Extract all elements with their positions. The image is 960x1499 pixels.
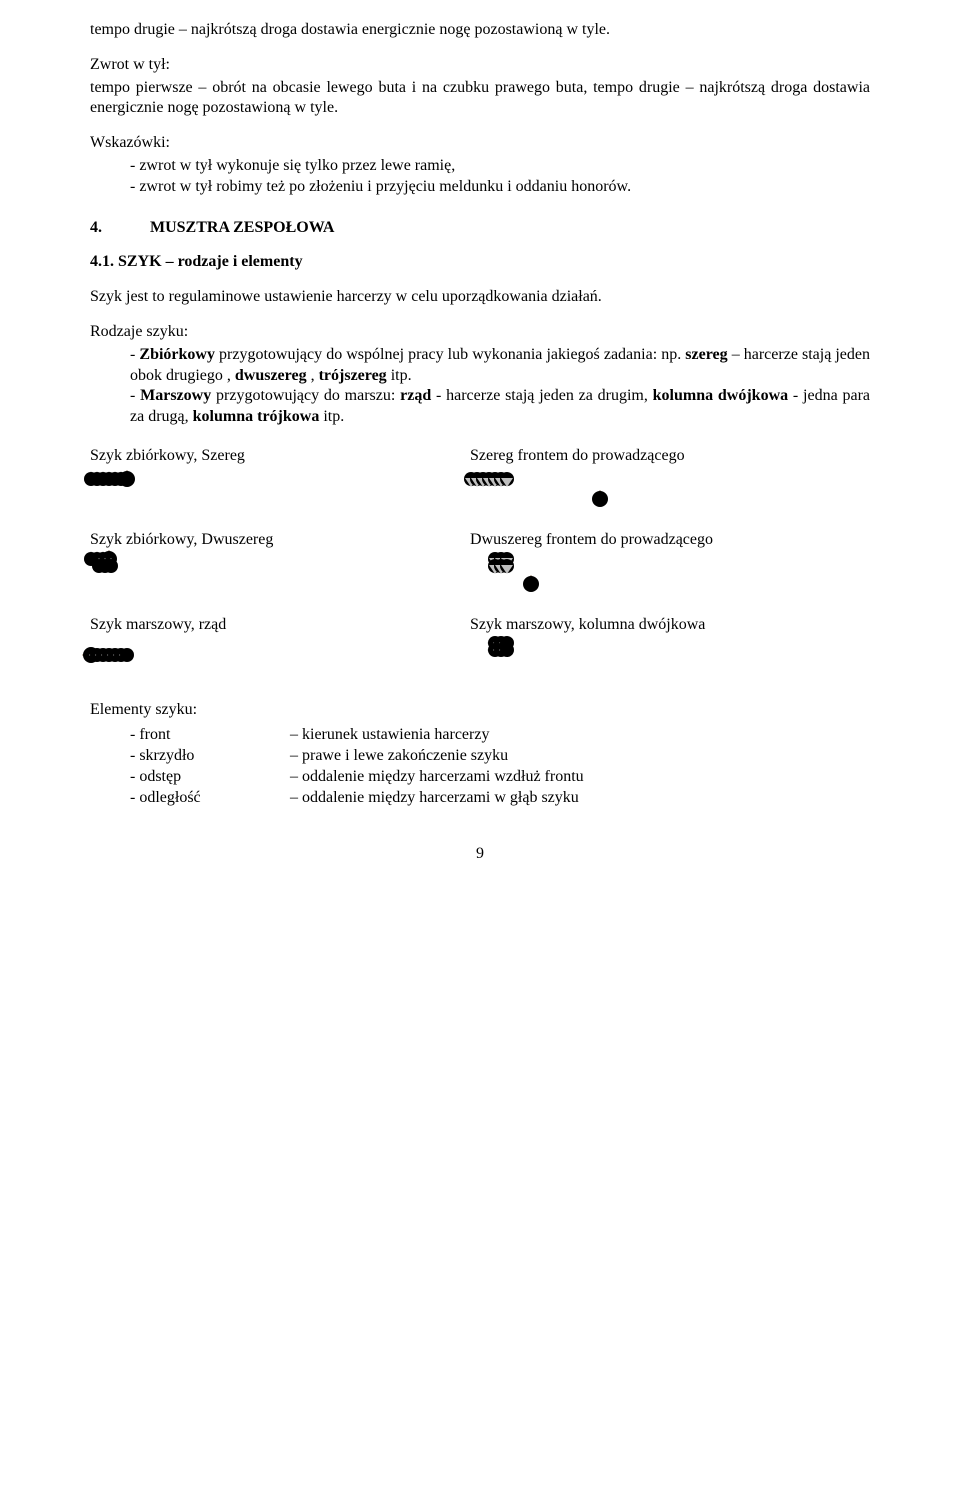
section-number: 4. [90, 218, 150, 239]
list-item: skrzydłoprawe i lewe zakończenie szyku [130, 746, 870, 767]
paragraph: tempo pierwsze – obrót na obcasie lewego… [90, 78, 870, 120]
diagram-dwuszereg [90, 557, 470, 571]
section-heading: 4. MUSZTRA ZESPOŁOWA [90, 218, 870, 239]
elements-list: frontkierunek ustawienia harcerzy skrzyd… [90, 725, 870, 808]
diagram-label: Dwuszereg frontem do prowadzącego [470, 530, 713, 551]
diagram-row [90, 557, 870, 589]
paragraph: Szyk jest to regulaminowe ustawienie har… [90, 287, 870, 308]
list-item: odstępoddalenie między harcerzami wzdłuż… [130, 767, 870, 788]
list-label: Wskazówki: [90, 133, 870, 154]
list-item: Zbiórkowy przygotowujący do wspólnej pra… [130, 345, 870, 387]
diagram-labels: Szyk zbiórkowy, Szereg Szereg frontem do… [90, 446, 870, 467]
list-label: Rodzaje szyku: [90, 322, 870, 343]
section-title: MUSZTRA ZESPOŁOWA [150, 218, 334, 239]
paragraph: tempo drugie – najkrótszą droga dostawia… [90, 20, 870, 41]
diagram-szereg-front [470, 477, 601, 504]
page-number: 9 [90, 844, 870, 865]
diagram-label: Szereg frontem do prowadzącego [470, 446, 685, 467]
diagram-dwuszereg-front [470, 557, 532, 589]
list-item: Marszowy przygotowujący do marszu: rząd … [130, 386, 870, 428]
diagram-label: Szyk zbiórkowy, Dwuszereg [90, 530, 470, 551]
diagram-label: Szyk zbiórkowy, Szereg [90, 446, 470, 467]
paragraph: Zwrot w tył: [90, 55, 870, 76]
diagram-row [90, 477, 870, 504]
list-item: frontkierunek ustawienia harcerzy [130, 725, 870, 746]
list-item: zwrot w tył wykonuje się tylko przez lew… [130, 156, 870, 177]
diagram-labels: Szyk zbiórkowy, Dwuszereg Dwuszereg fron… [90, 530, 870, 551]
diagram-labels: Szyk marszowy, rząd Szyk marszowy, kolum… [90, 615, 870, 636]
document-page: tempo drugie – najkrótszą droga dostawia… [0, 0, 960, 905]
diagram-szereg [90, 477, 470, 484]
diagram-row [90, 641, 870, 660]
list-item: odległośćoddalenie między harcerzami w g… [130, 788, 870, 809]
diagram-rzad [90, 641, 470, 660]
diagram-label: Szyk marszowy, rząd [90, 615, 470, 636]
list-label: Elementy szyku: [90, 700, 870, 721]
subsection-heading: 4.1. SZYK – rodzaje i elementy [90, 252, 870, 273]
hints-list: zwrot w tył wykonuje się tylko przez lew… [90, 156, 870, 198]
types-list: Zbiórkowy przygotowujący do wspólnej pra… [90, 345, 870, 428]
list-item: zwrot w tył robimy też po złożeniu i prz… [130, 177, 870, 198]
diagram-kolumna-dwojkowa [470, 641, 508, 655]
